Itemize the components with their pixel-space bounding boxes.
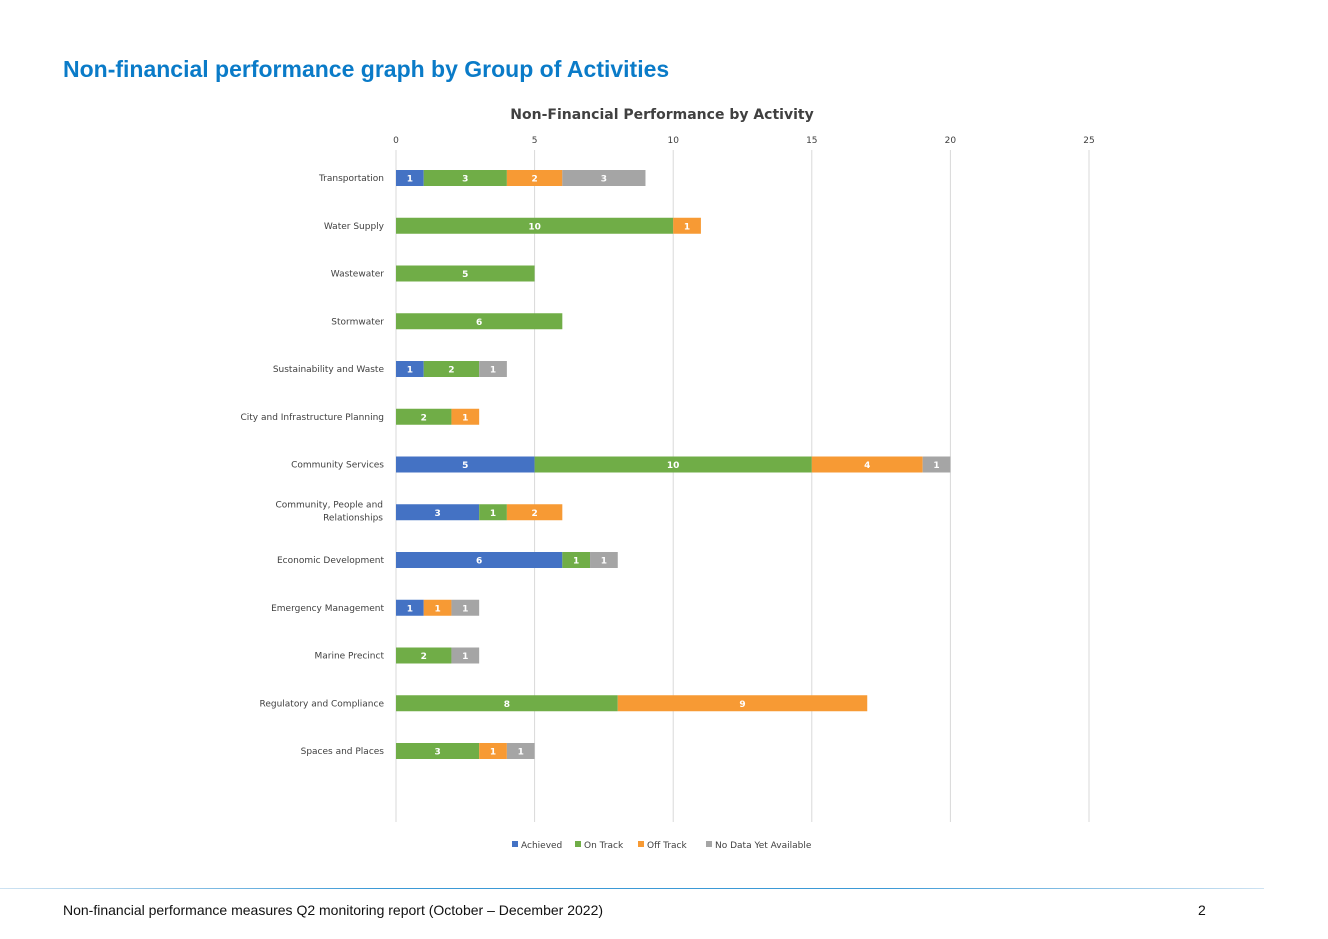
stacked-bar-chart: Non-Financial Performance by Activity 0 5 1… [240,107,1094,851]
data-label: 1 [490,748,496,758]
bar-segment [396,599,424,616]
bar-segment [396,313,563,330]
data-label: 9 [739,700,745,710]
bar-segment [396,456,535,473]
bar-segment [396,552,563,568]
bar-segment [451,408,480,425]
bar-segment [423,361,480,377]
data-label: 4 [864,461,870,471]
data-label: 3 [601,175,607,185]
legend-swatch [706,841,712,847]
page-heading: Non-financial performance graph by Group… [63,56,670,82]
y-category-label: Wastewater [331,270,385,280]
data-label: 2 [531,509,537,519]
bar-segment [423,599,452,616]
chart-title: Non-Financial Performance by Activity [510,107,813,123]
data-label: 1 [462,604,468,614]
data-label: 2 [531,175,537,185]
data-label: 1 [434,604,440,614]
legend-label: Achieved [521,841,562,851]
data-label: 6 [476,318,482,328]
bar-segment [479,361,507,377]
data-label: 8 [504,700,510,710]
legend-swatch [512,841,518,847]
bar-segment [811,456,923,473]
data-label: 6 [476,557,482,567]
data-label: 1 [518,748,524,758]
data-label: 2 [421,652,427,662]
y-category-label: Community, People and Relationships [275,500,383,523]
legend-swatch [575,841,581,847]
y-category-label: Emergency Management [271,604,384,614]
data-label: 1 [462,413,468,423]
bar-segment [396,170,424,186]
bar-segment [396,504,480,521]
y-category-label: Marine Precinct [314,652,384,662]
data-label: 5 [462,270,468,280]
y-category-label: Water Supply [324,222,385,232]
y-category-label: Spaces and Places [301,747,385,757]
data-label: 5 [462,461,468,471]
data-label: 1 [601,557,607,567]
y-category-label: Community Services [291,461,384,471]
legend-label: Off Track [647,841,687,851]
bar-segment [396,695,618,712]
bar-segment [396,647,452,664]
bar-segment [506,170,563,186]
bar-segment [479,504,507,521]
bar-segment [396,265,535,282]
footer-text: Non-financial performance measures Q2 mo… [63,902,604,918]
bar-segment [673,217,701,234]
y-category-label: Economic Development [277,556,384,566]
data-label: 1 [490,509,496,519]
data-label: 1 [407,604,413,614]
data-label: 1 [490,366,496,376]
y-category-label: Transportation [318,174,384,184]
bar-segment [562,170,646,186]
bar-segment [534,456,812,473]
y-category-label: Stormwater [331,317,384,327]
bar-segment [479,743,507,759]
bar-segment [451,647,480,664]
bar-segment [922,456,951,473]
data-label: 1 [407,175,413,185]
bar-segment [396,743,480,759]
data-label: 3 [462,175,468,185]
x-tick-label: 10 [667,136,679,146]
footer-divider [0,888,1264,889]
y-category-label: City and Infrastructure Planning [240,413,384,423]
data-label: 2 [421,413,427,423]
bar-segment [396,361,424,377]
data-label: 10 [528,222,541,232]
legend-label: No Data Yet Available [715,841,812,851]
legend-swatch [638,841,644,847]
y-category-label: Regulatory and Compliance [259,699,384,709]
x-tick-label: 15 [806,136,817,146]
x-tick-label: 25 [1083,136,1094,146]
data-label: 1 [573,557,579,567]
data-label: 3 [434,509,440,519]
x-tick-label: 0 [393,136,399,146]
bar-segment [506,504,563,521]
bar-segment [423,170,507,186]
data-label: 1 [407,366,413,376]
data-label: 10 [667,461,680,471]
x-tick-label: 5 [532,136,538,146]
data-label: 2 [448,366,454,376]
page-number: 2 [1198,902,1206,918]
bar-segment [617,695,868,712]
bar-segment [590,552,618,568]
data-label: 1 [462,652,468,662]
bar-segment [396,217,674,234]
bar-segment [396,408,452,425]
x-tick-label: 20 [945,136,957,146]
bar-segment [451,599,480,616]
y-category-label: Sustainability and Waste [273,365,385,375]
legend-label: On Track [584,841,624,851]
bar-segment [562,552,591,568]
bar-segment [506,743,535,759]
data-label: 3 [434,748,440,758]
data-label: 1 [933,461,939,471]
data-label: 1 [684,222,690,232]
